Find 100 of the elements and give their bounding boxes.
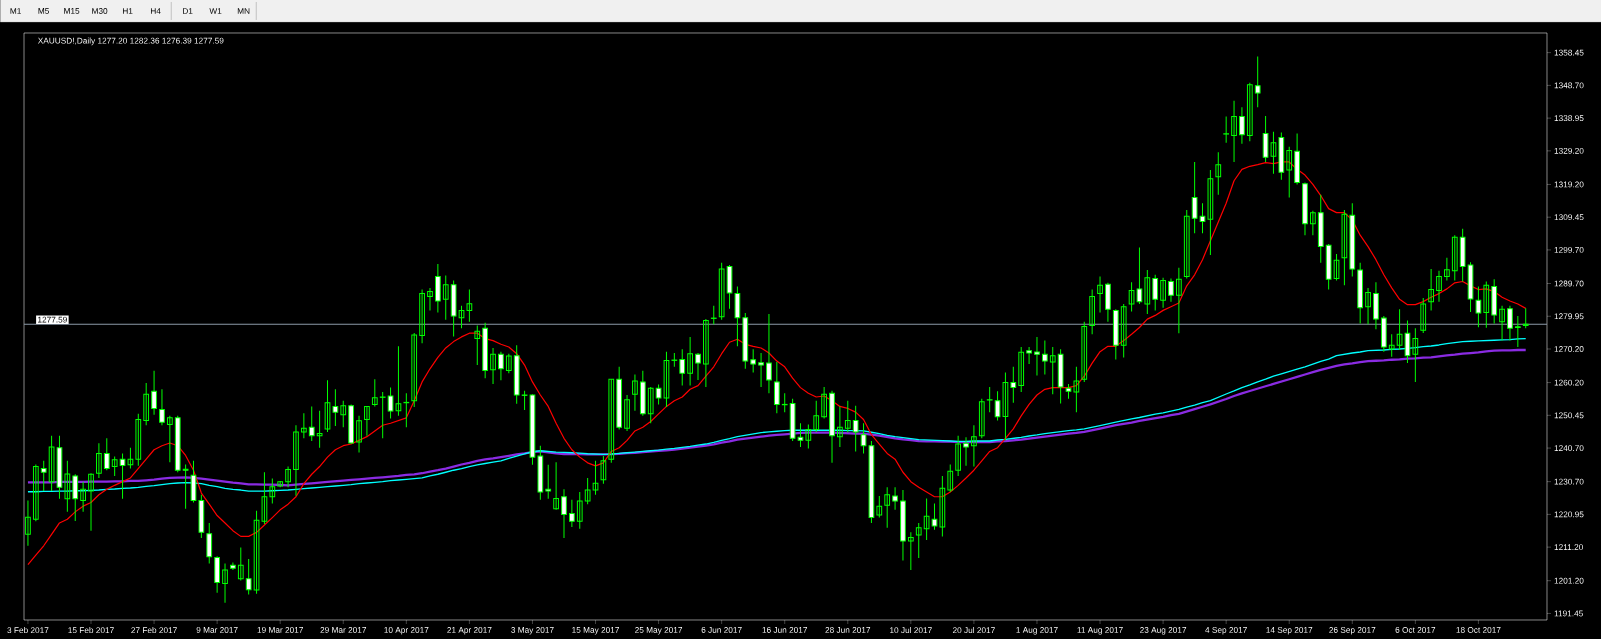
candlestick [1365,287,1371,325]
y-tick-label: 1191.45 [1554,610,1583,617]
x-tick-label: 11 Aug 2017 [1077,627,1123,635]
x-tick-label: 6 Oct 2017 [1395,627,1436,633]
candlestick [1041,340,1048,376]
candlestick [143,382,150,426]
candlestick [505,353,512,374]
candlestick [978,398,985,439]
candlestick [718,262,725,321]
x-tick-label: 21 Apr 2017 [447,627,492,635]
candlestick [1176,267,1182,334]
candlestick [64,460,71,513]
candlestick [907,531,914,571]
candlestick [1451,234,1458,281]
text: MN [237,8,250,14]
candlestick [1018,346,1025,393]
candlestick [773,361,780,414]
y-tick-label: 1309.45 [1554,214,1584,221]
x-tick-label: 27 Feb 2017 [131,627,177,634]
candlestick [159,388,165,426]
text: M1 [10,8,21,14]
y-tick-label: 1329.20 [1554,147,1584,154]
candlestick [545,464,552,500]
candlestick [96,442,102,479]
x-tick-label: 14 Sep 2017 [1266,627,1313,635]
candlestick [300,412,307,439]
candlestick [1089,289,1096,335]
candlestick [963,436,969,467]
candlestick [805,424,812,449]
text: D1 [182,8,193,14]
candlestick [852,405,859,452]
candlestick [1010,366,1017,404]
candlestick [679,348,686,387]
candlestick [88,472,94,532]
y-tick-label: 1299.70 [1554,247,1584,253]
x-tick-label: 10 Jul 2017 [890,627,932,634]
candlestick [1507,305,1513,342]
x-tick-label: 9 Mar 2017 [196,627,238,633]
candlestick [166,415,173,463]
candlestick [561,488,567,539]
candlestick [750,348,757,374]
candlestick [237,546,244,581]
y-tick-label: 1201.20 [1554,577,1584,584]
candlestick [245,558,252,595]
candlestick [837,405,843,448]
y-tick-label: 1240.70 [1554,445,1584,451]
candlestick [1144,269,1151,315]
y-tick-label: 1211.20 [1554,544,1583,551]
candlestick [695,352,701,381]
candlestick [206,522,213,565]
candlestick [1412,327,1419,383]
candlestick [427,287,433,311]
candlestick [1049,346,1056,395]
candlestick [1475,286,1482,328]
x-tick-label: 18 Oct 2017 [1456,627,1501,633]
candlestick [364,405,370,437]
y-tick-label: 1279.95 [1554,313,1584,320]
x-tick-label: 23 Aug 2017 [1140,627,1187,635]
candlestick [285,466,291,488]
candlestick [703,318,709,388]
candlestick [1152,274,1159,311]
candlestick [25,499,31,547]
candlestick [1246,82,1253,142]
candlestick [442,274,449,321]
candlestick [1388,333,1395,358]
x-tick-label: 20 Jul 2017 [952,627,995,634]
candlestick [135,413,142,467]
candlestick [821,386,827,420]
candlestick [1239,106,1245,145]
candlestick [80,481,86,513]
candlestick [1223,116,1230,144]
x-tick-label: 4 Sep 2017 [1205,627,1247,635]
candlestick [647,386,654,424]
text: W1 [209,8,222,14]
y-tick-label: 1289.70 [1554,280,1584,287]
candlestick [569,499,575,528]
x-tick-label: 29 Mar 2017 [320,627,367,633]
candlestick [40,460,47,492]
candlestick [379,391,386,439]
candlestick [1333,253,1340,281]
candlestick [356,415,362,453]
y-tick-label: 1338.95 [1554,115,1584,122]
candlestick [758,352,764,388]
candlestick [308,405,315,442]
candlestick [1034,336,1040,377]
x-tick-label: 3 Feb 2017 [7,627,49,634]
candlestick [1081,321,1088,383]
candlestick [955,435,961,477]
candlestick [892,486,898,511]
candlestick [182,464,189,510]
candlestick [576,491,583,530]
candlestick [632,374,638,412]
y-tick-label: 1358.45 [1554,49,1584,56]
x-tick-label: 15 Feb 2017 [68,627,114,634]
candlestick [474,324,481,366]
candlestick [1120,303,1127,358]
y-tick-label: 1319.20 [1554,181,1584,188]
candlestick [1483,281,1490,329]
candlestick [316,410,323,449]
candlestick [766,313,772,394]
